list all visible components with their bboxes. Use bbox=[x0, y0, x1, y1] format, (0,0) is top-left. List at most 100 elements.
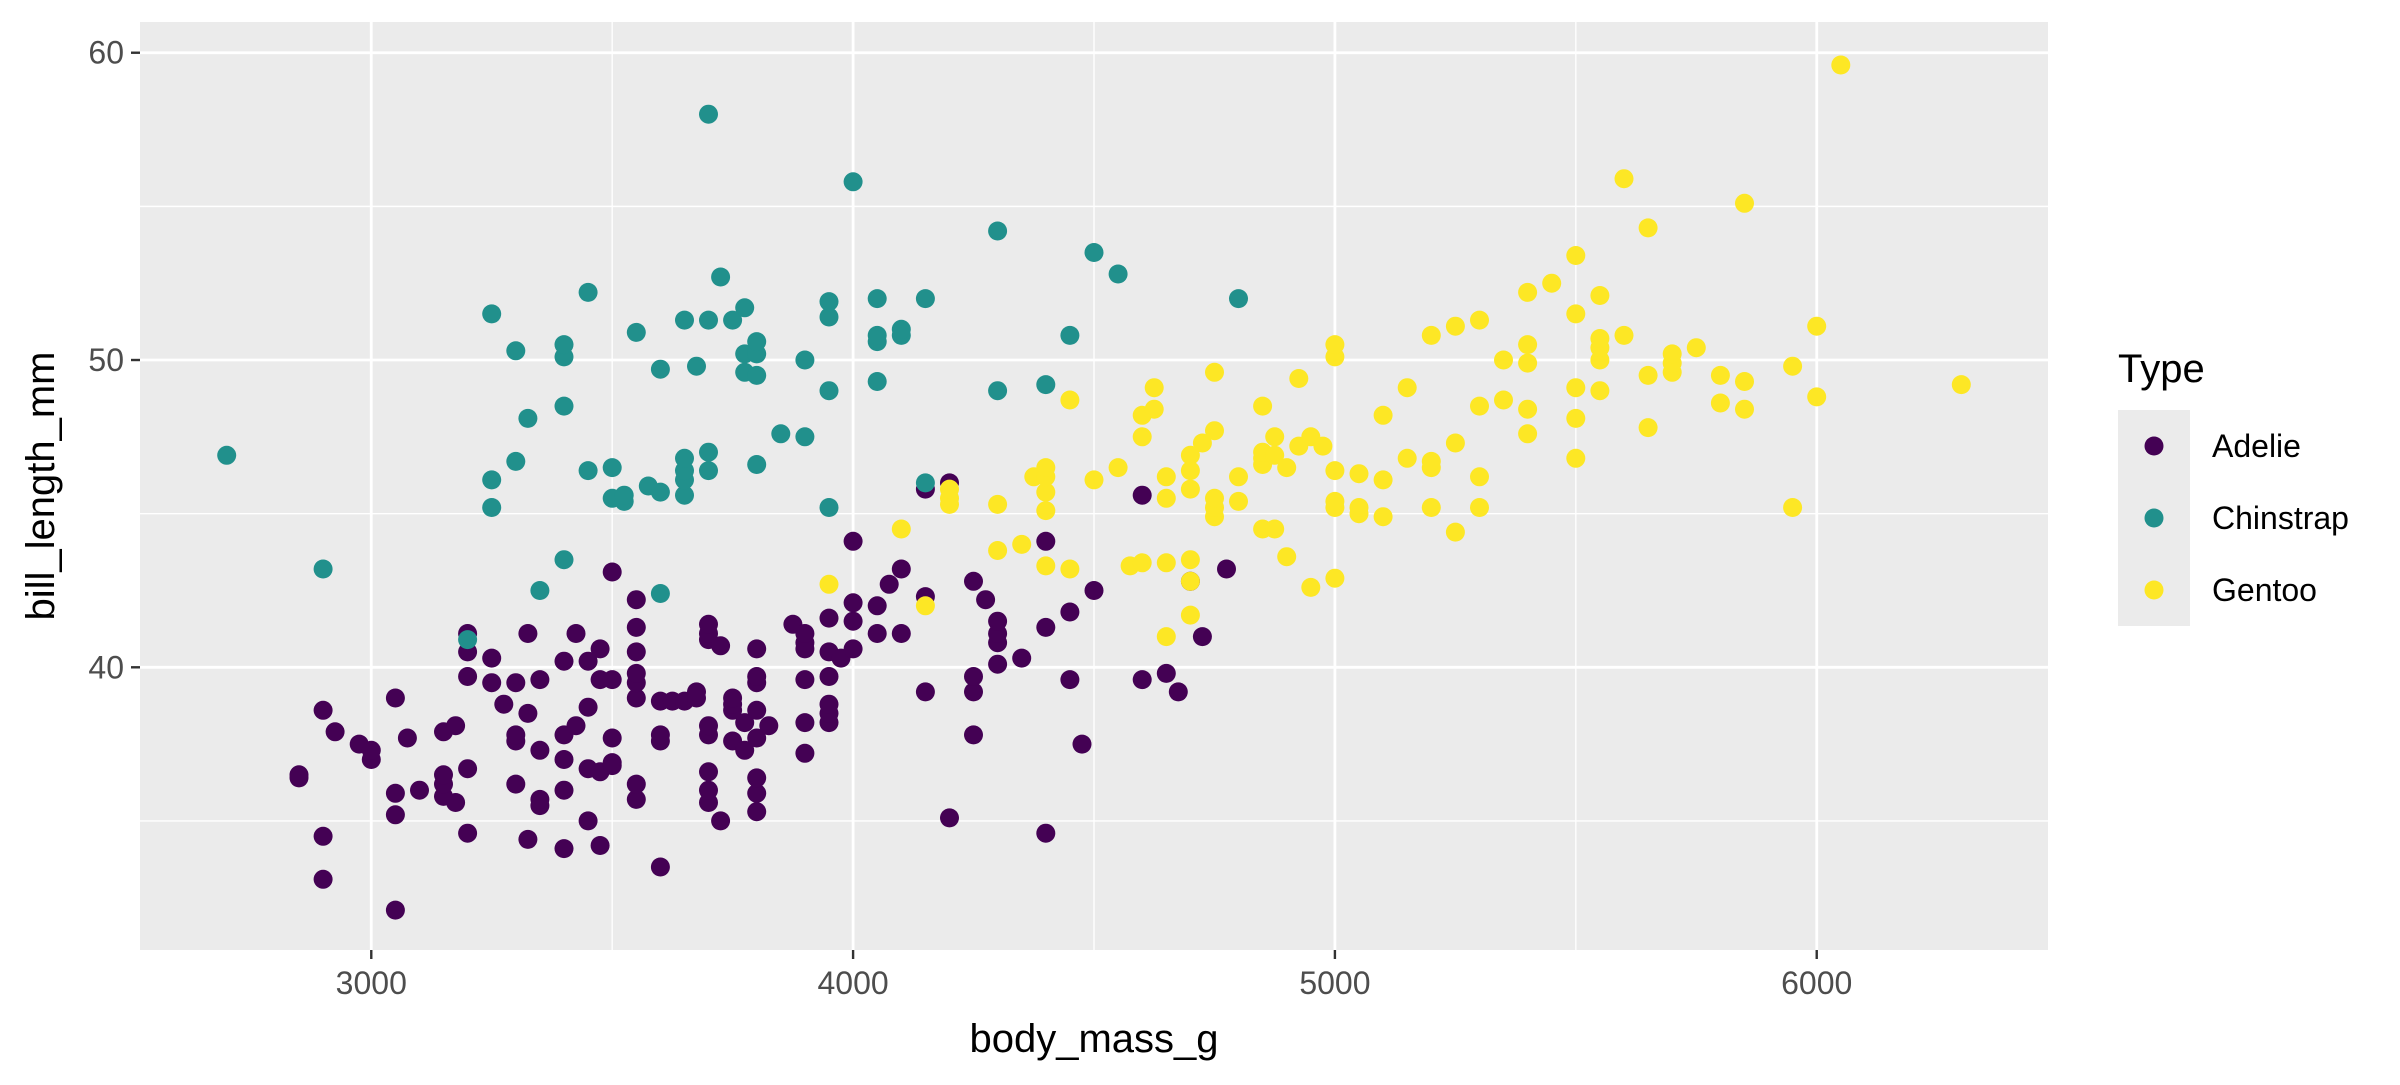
data-point-gentoo bbox=[1590, 381, 1610, 401]
legend-title: Type bbox=[2118, 347, 2205, 391]
data-point-adelie bbox=[759, 716, 779, 736]
data-point-chinstrap bbox=[843, 172, 863, 192]
data-point-gentoo bbox=[1518, 282, 1538, 302]
data-point-adelie bbox=[566, 624, 586, 643]
data-point-gentoo bbox=[1951, 375, 1971, 395]
data-point-gentoo bbox=[1265, 427, 1285, 447]
data-point-gentoo bbox=[1277, 547, 1297, 567]
data-point-adelie bbox=[313, 826, 333, 846]
data-point-adelie bbox=[964, 682, 983, 702]
data-point-adelie bbox=[313, 869, 333, 889]
data-point-adelie bbox=[699, 614, 718, 634]
data-point-chinstrap bbox=[723, 310, 743, 330]
data-point-adelie bbox=[626, 688, 646, 708]
x-axis-title: body_mass_g bbox=[969, 1017, 1218, 1061]
data-point-gentoo bbox=[1301, 577, 1321, 597]
data-point-adelie bbox=[602, 728, 622, 748]
data-point-gentoo bbox=[1060, 559, 1080, 579]
data-point-gentoo bbox=[1470, 498, 1489, 517]
data-point-gentoo bbox=[1156, 627, 1176, 647]
data-point-gentoo bbox=[1494, 350, 1513, 370]
data-point-gentoo bbox=[1662, 344, 1682, 364]
data-point-gentoo bbox=[891, 519, 911, 539]
data-point-gentoo bbox=[1518, 353, 1538, 373]
data-point-adelie bbox=[626, 663, 646, 683]
data-point-adelie bbox=[1168, 682, 1188, 702]
data-point-chinstrap bbox=[675, 310, 694, 330]
data-point-gentoo bbox=[988, 541, 1008, 560]
data-point-gentoo bbox=[1470, 467, 1489, 487]
data-point-chinstrap bbox=[747, 455, 767, 474]
data-point-chinstrap bbox=[915, 289, 935, 309]
data-point-gentoo bbox=[1566, 448, 1586, 468]
data-point-gentoo bbox=[1325, 491, 1345, 511]
data-point-adelie bbox=[602, 562, 622, 582]
data-point-gentoo bbox=[1036, 458, 1056, 478]
data-point-adelie bbox=[385, 688, 405, 708]
data-point-chinstrap bbox=[819, 498, 839, 517]
data-point-adelie bbox=[626, 590, 646, 610]
data-point-chinstrap bbox=[747, 365, 767, 385]
data-point-adelie bbox=[289, 765, 309, 785]
data-point-adelie bbox=[819, 608, 839, 628]
data-point-adelie bbox=[626, 642, 646, 662]
data-point-gentoo bbox=[1253, 396, 1273, 416]
data-point-adelie bbox=[747, 639, 767, 659]
data-point-gentoo bbox=[1180, 445, 1200, 465]
data-point-chinstrap bbox=[578, 461, 598, 481]
data-point-chinstrap bbox=[602, 458, 622, 478]
data-point-adelie bbox=[699, 780, 718, 800]
data-point-adelie bbox=[819, 694, 839, 714]
data-point-chinstrap bbox=[699, 310, 718, 330]
data-point-adelie bbox=[795, 670, 815, 690]
data-point-gentoo bbox=[1614, 169, 1634, 189]
data-point-adelie bbox=[976, 590, 996, 610]
data-point-adelie bbox=[385, 805, 405, 825]
data-point-gentoo bbox=[1325, 335, 1345, 355]
data-point-chinstrap bbox=[1036, 375, 1056, 395]
data-point-adelie bbox=[530, 670, 550, 690]
data-point-gentoo bbox=[1614, 325, 1634, 345]
data-point-adelie bbox=[578, 811, 598, 831]
data-point-gentoo bbox=[1735, 193, 1754, 213]
data-point-chinstrap bbox=[506, 341, 526, 361]
data-point-chinstrap bbox=[687, 356, 706, 376]
data-point-chinstrap bbox=[988, 381, 1008, 401]
data-point-gentoo bbox=[1566, 408, 1586, 428]
data-point-adelie bbox=[747, 783, 767, 803]
data-point-adelie bbox=[795, 624, 815, 643]
data-point-adelie bbox=[506, 673, 526, 693]
data-point-gentoo bbox=[1144, 399, 1164, 419]
data-point-adelie bbox=[446, 716, 466, 736]
data-point-adelie bbox=[1036, 617, 1056, 637]
data-point-adelie bbox=[566, 716, 586, 736]
legend-label-gentoo: Gentoo bbox=[2212, 572, 2317, 608]
x-tick-label: 4000 bbox=[817, 965, 888, 1001]
legend-label-chinstrap: Chinstrap bbox=[2212, 500, 2349, 536]
data-point-chinstrap bbox=[626, 322, 646, 342]
data-point-adelie bbox=[964, 667, 983, 686]
data-point-adelie bbox=[1072, 734, 1092, 754]
data-point-gentoo bbox=[1638, 365, 1658, 385]
data-point-adelie bbox=[361, 740, 381, 760]
y-tick-label: 40 bbox=[88, 649, 124, 685]
data-point-gentoo bbox=[1229, 467, 1248, 487]
data-point-adelie bbox=[687, 682, 706, 702]
data-point-gentoo bbox=[988, 494, 1008, 514]
data-point-gentoo bbox=[1325, 461, 1345, 481]
data-point-chinstrap bbox=[518, 408, 538, 428]
data-point-adelie bbox=[530, 789, 550, 809]
data-point-gentoo bbox=[1156, 467, 1176, 487]
data-point-adelie bbox=[650, 725, 670, 745]
data-point-gentoo bbox=[1192, 433, 1212, 453]
data-point-chinstrap bbox=[867, 289, 887, 309]
data-point-chinstrap bbox=[458, 630, 478, 650]
data-point-adelie bbox=[867, 596, 887, 616]
data-point-adelie bbox=[699, 716, 718, 736]
data-point-gentoo bbox=[1590, 329, 1610, 348]
data-point-chinstrap bbox=[675, 485, 694, 505]
data-point-gentoo bbox=[1470, 396, 1489, 416]
data-point-gentoo bbox=[1180, 479, 1200, 499]
data-point-adelie bbox=[602, 670, 622, 690]
